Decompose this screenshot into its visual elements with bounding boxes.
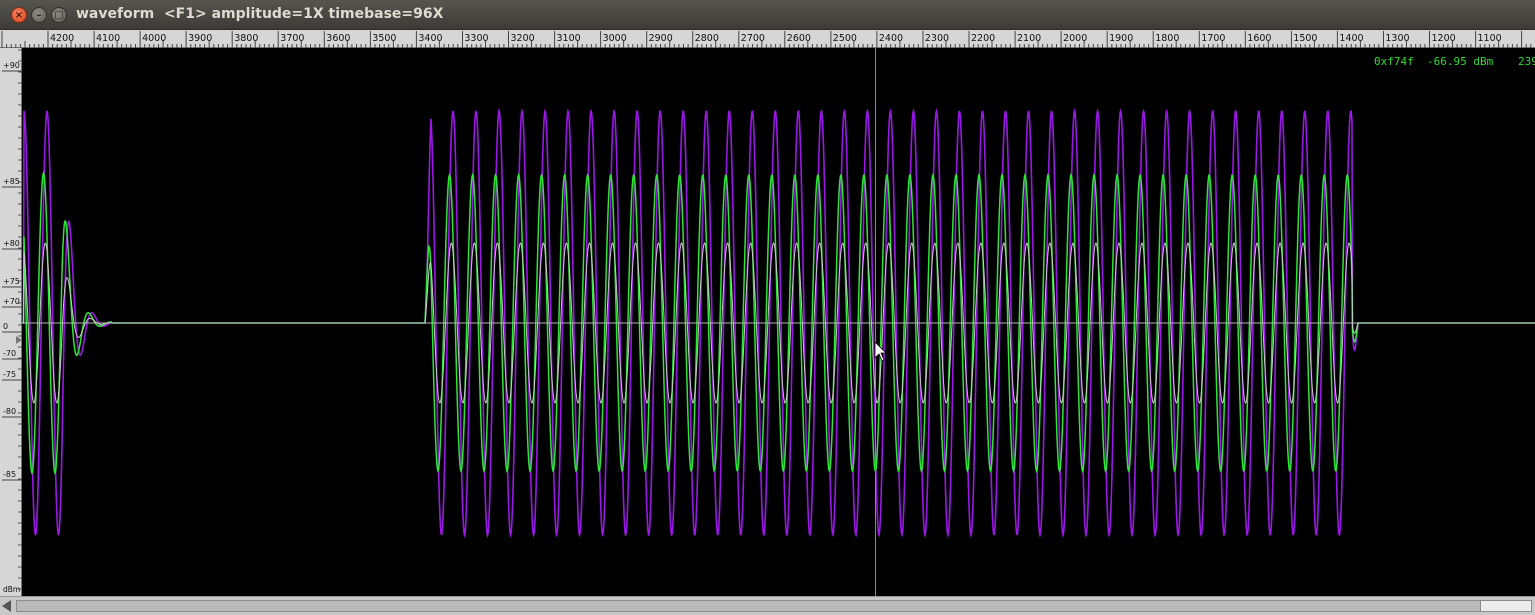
ruler-tick-label: 4000 [142,33,166,44]
ruler-tick-label: 2200 [971,33,995,44]
ruler-tick-label: 2600 [787,33,811,44]
ruler-tick-label: 2800 [695,33,719,44]
ruler-tick-label: 2900 [649,33,673,44]
ruler-tick-label: 3900 [188,33,212,44]
amplitude-tick-label: +80 [3,239,20,248]
time-ruler[interactable]: 4200 4100 4000 3900 3800 3700 3600 3500 3400 3300… [0,30,1535,48]
amplitude-axis: +90 +85 +80 +75 +70 0 -70 -75 -80 -85 dBm [0,48,22,596]
ruler-tick-label: 1900 [1109,33,1133,44]
amplitude-tick-label: -75 [3,370,16,379]
scrollbar-trough[interactable] [16,600,1531,612]
amplitude-tick-label: -70 [3,349,16,358]
mouse-pointer-icon [874,341,887,362]
ruler-tick-label: 2000 [1063,33,1087,44]
ruler-tick-label: 3000 [603,33,627,44]
maximize-window-button[interactable]: □ [51,7,67,23]
ruler-tick-label: 1800 [1155,33,1179,44]
amplitude-tick-label: +85 [3,177,20,186]
signal-readout: 0xf74f -66.95 dBm [1374,55,1494,68]
horizontal-scrollbar[interactable] [0,596,1535,615]
minimize-window-button[interactable]: – [31,7,47,23]
ruler-tick-label: 1500 [1293,33,1317,44]
ruler-tick-label: 1700 [1201,33,1225,44]
ruler-tick-label: 3500 [372,33,396,44]
ruler-tick-label: 2100 [1017,33,1041,44]
ruler-tick-label: 1300 [1385,33,1409,44]
amplitude-tick-label: +70 [3,297,20,306]
ruler-tick-label: 3800 [234,33,258,44]
ruler-tick-label: 1600 [1247,33,1271,44]
amplitude-tick-label: 0 [3,322,8,331]
amplitude-tick-label: +75 [3,277,20,286]
signal-readout-extra: 239 [1518,55,1535,68]
window-title: waveform <F1> amplitude=1X timebase=96X [76,6,444,22]
ruler-tick-label: 3200 [511,33,535,44]
title-bar: × – □ waveform <F1> amplitude=1X timebas… [0,0,1535,30]
ruler-tick-label: 1200 [1432,33,1456,44]
ruler-tick-label: 2300 [925,33,949,44]
amplitude-tick-label: -85 [3,470,16,479]
scroll-left-arrow-icon[interactable] [2,600,11,612]
ruler-tick-label: 3300 [464,33,488,44]
waveform-plot[interactable]: 0xf74f -66.95 dBm 239 [22,48,1535,596]
ruler-tick-label: 4200 [50,33,74,44]
ruler-tick-label: 2700 [741,33,765,44]
ruler-tick-label: 2400 [879,33,903,44]
ruler-tick-label: 3700 [280,33,304,44]
ruler-tick-label: 3600 [326,33,350,44]
amplitude-unit-label: dBm [3,585,20,594]
ruler-tick-label: 1400 [1339,33,1363,44]
waveform-canvas[interactable] [22,48,1535,596]
ruler-tick-label: 4100 [96,33,120,44]
scrollbar-thumb[interactable] [1480,600,1532,612]
close-window-button[interactable]: × [11,7,27,23]
ruler-tick-label: 3100 [557,33,581,44]
amplitude-tick-label: +90 [3,61,20,70]
ruler-tick-label: 3400 [418,33,442,44]
ruler-tick-label: 1100 [1478,33,1502,44]
amplitude-tick-label: -80 [3,407,16,416]
ruler-tick-label: 2500 [833,33,857,44]
